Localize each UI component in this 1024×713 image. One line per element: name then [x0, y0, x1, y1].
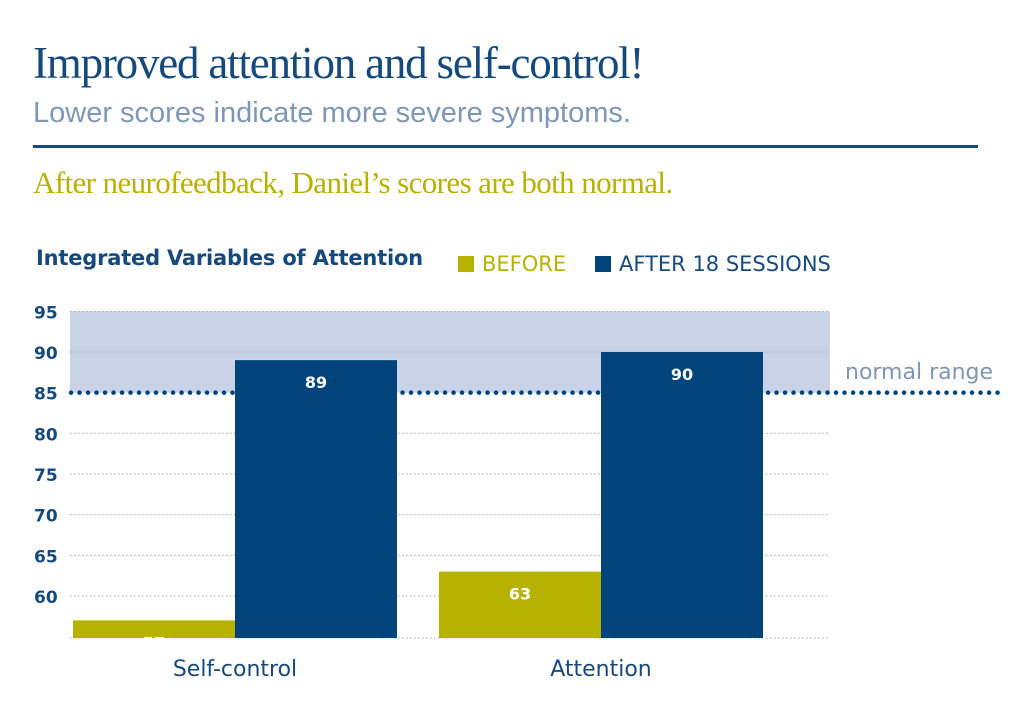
y-tick-label: 95 [34, 303, 58, 323]
y-tick-label: 65 [34, 547, 58, 567]
bar-before-attention [439, 571, 601, 638]
page-title: Improved attention and self-control! [33, 38, 645, 88]
chart-title: Integrated Variables of Attention [36, 246, 423, 270]
legend-after: AFTER 18 SESSIONS [595, 249, 831, 279]
bar-after-self-control [235, 360, 397, 638]
data-label: 57 [143, 633, 165, 652]
y-tick-label: 60 [34, 588, 58, 608]
headline: After neurofeedback, Daniel’s scores are… [33, 165, 673, 200]
y-tick-label: 80 [34, 425, 58, 445]
bar-after-attention [601, 352, 763, 638]
y-tick-label: 85 [34, 385, 58, 405]
legend-before-swatch [458, 256, 474, 272]
legend-after-label: AFTER 18 SESSIONS [619, 252, 831, 276]
title-divider [33, 145, 978, 148]
bar-before-self-control [73, 620, 235, 638]
data-label: 63 [509, 585, 531, 604]
x-tick-label: Self-control [173, 657, 297, 682]
legend-before: BEFORE [458, 249, 566, 279]
legend-after-swatch [595, 256, 611, 272]
y-tick-label: 70 [34, 507, 58, 527]
page-subtitle: Lower scores indicate more severe sympto… [33, 97, 631, 129]
x-tick-label: Attention [550, 657, 652, 682]
normal-range-label: normal range [845, 360, 993, 385]
legend-before-label: BEFORE [482, 252, 567, 276]
y-tick-label: 90 [34, 344, 58, 364]
data-label: 89 [305, 373, 327, 392]
y-tick-label: 75 [34, 466, 58, 486]
data-label: 90 [671, 365, 693, 384]
